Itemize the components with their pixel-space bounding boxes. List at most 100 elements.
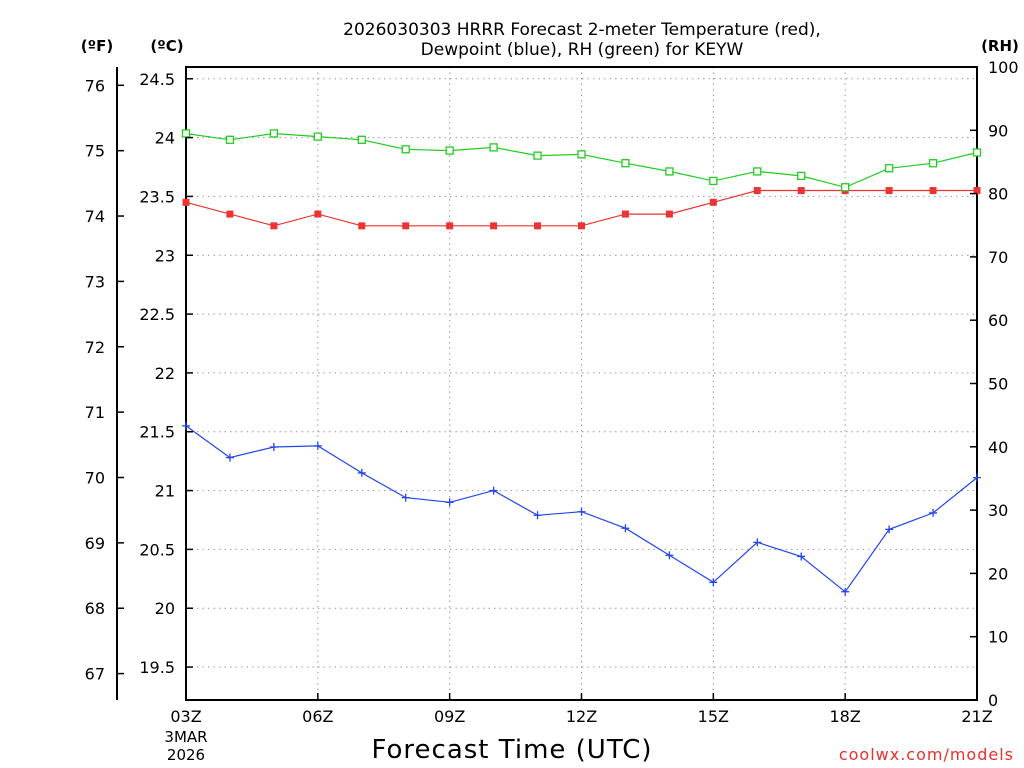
- rh-unit-label: (RH): [981, 37, 1019, 55]
- fahrenheit-tick-label: 76: [85, 76, 105, 95]
- temperature-point: [665, 210, 673, 218]
- temperature-point: [402, 222, 410, 230]
- temperature-point: [929, 187, 937, 195]
- celsius-tick-label: 21: [155, 482, 175, 501]
- temperature-point: [973, 187, 981, 195]
- rh-tick-label: 60: [988, 311, 1008, 330]
- rh-point: [621, 159, 630, 168]
- rh-tick-label: 30: [988, 501, 1008, 520]
- dewpoint-point: [225, 453, 234, 462]
- x-tick-label: 03Z: [170, 707, 201, 726]
- dewpoint-point: [753, 538, 762, 547]
- rh-point: [577, 150, 586, 159]
- rh-point: [753, 167, 762, 176]
- temperature-point: [182, 198, 190, 206]
- temperature-point: [797, 187, 805, 195]
- celsius-tick-label: 23: [155, 246, 175, 265]
- temperature-point: [534, 222, 542, 230]
- credit-label: coolwx.com/models: [839, 745, 1014, 764]
- x-tick-label: 21Z: [961, 707, 992, 726]
- temperature-series-line: [185, 189, 977, 227]
- x-tick-label: 09Z: [434, 707, 465, 726]
- rh-point: [445, 146, 454, 155]
- rh-point: [357, 135, 366, 144]
- dewpoint-point: [489, 486, 498, 495]
- temperature-point: [885, 187, 893, 195]
- fahrenheit-tick-label: 75: [85, 142, 105, 161]
- dewpoint-point: [313, 441, 322, 450]
- fahrenheit-tick-label: 69: [85, 534, 105, 553]
- temperature-point: [446, 222, 454, 230]
- temperature-point: [621, 210, 629, 218]
- fahrenheit-tick-label: 74: [85, 207, 105, 226]
- temperature-point: [270, 222, 278, 230]
- fahrenheit-tick-label: 67: [85, 665, 105, 684]
- celsius-tick-label: 19.5: [139, 658, 175, 677]
- celsius-tick-label: 20.5: [139, 540, 175, 559]
- rh-point: [972, 148, 982, 157]
- axes: [116, 66, 978, 701]
- celsius-unit-label: (ºC): [150, 37, 183, 55]
- temperature-point: [490, 222, 498, 230]
- dewpoint-point: [797, 552, 806, 561]
- chart-title-line1: 2026030303 HRRR Forecast 2-meter Tempera…: [343, 20, 821, 40]
- dewpoint-point: [577, 507, 586, 516]
- rh-tick-label: 50: [988, 375, 1008, 394]
- celsius-tick-label: 22.5: [139, 305, 175, 324]
- rh-point: [225, 135, 235, 144]
- celsius-tick-label: 24.5: [139, 70, 175, 89]
- rh-point: [928, 159, 938, 168]
- dewpoint-point: [401, 493, 410, 502]
- rh-tick-label: 40: [988, 438, 1008, 457]
- dewpoint-point: [929, 508, 938, 517]
- dewpoint-point: [269, 443, 278, 452]
- rh-point: [797, 171, 806, 181]
- temperature-point: [578, 222, 585, 230]
- dewpoint-point: [621, 524, 630, 533]
- temperature-point: [314, 210, 322, 218]
- rh-tick-label: 0: [988, 691, 998, 710]
- dewpoint-point: [709, 578, 718, 587]
- celsius-tick-label: 20: [155, 599, 175, 618]
- fahrenheit-tick-label: 68: [85, 599, 105, 618]
- x-tick-label: 12Z: [566, 707, 597, 726]
- fahrenheit-tick-label: 73: [85, 272, 105, 291]
- rh-tick-label: 90: [988, 121, 1008, 140]
- series: [181, 129, 982, 596]
- temperature-point: [753, 187, 761, 195]
- dewpoint-point: [841, 587, 850, 596]
- rh-point: [313, 132, 322, 141]
- rh-point: [884, 164, 894, 173]
- rh-tick-label: 80: [988, 185, 1008, 204]
- rh-point: [181, 129, 191, 138]
- date-label-day: 3MAR: [164, 728, 207, 746]
- rh-tick-label: 10: [988, 628, 1008, 647]
- rh-tick-label: 100: [988, 58, 1019, 77]
- rh-point: [665, 167, 674, 176]
- dewpoint-point: [665, 551, 674, 560]
- tick-labels: 19.5 20 20.5 21 21.5 22 22.5 23 23.5 24 24.5 67 68 69…: [85, 58, 1019, 726]
- fahrenheit-tick-label: 70: [85, 468, 105, 487]
- temperature-point: [709, 198, 717, 206]
- dewpoint-point: [885, 525, 894, 534]
- celsius-tick-label: 24: [155, 129, 175, 148]
- temperature-point: [358, 222, 366, 230]
- rh-point: [489, 143, 498, 152]
- date-label-year: 2026: [167, 746, 205, 764]
- dewpoint-point: [445, 498, 454, 507]
- rh-tick-label: 70: [988, 248, 1008, 267]
- rh-point: [401, 145, 410, 154]
- x-tick-label: 06Z: [302, 707, 333, 726]
- fahrenheit-tick-label: 71: [85, 403, 105, 422]
- rh-point: [533, 151, 542, 160]
- dewpoint-point: [182, 421, 190, 430]
- rh-point: [709, 176, 718, 186]
- x-tick-label: 15Z: [698, 707, 729, 726]
- dewpoint-point: [533, 511, 542, 520]
- x-tick-label: 18Z: [830, 707, 861, 726]
- rh-point: [841, 183, 850, 192]
- temperature-point: [226, 210, 234, 218]
- dewpoint-point: [357, 468, 366, 477]
- celsius-tick-label: 21.5: [139, 423, 175, 442]
